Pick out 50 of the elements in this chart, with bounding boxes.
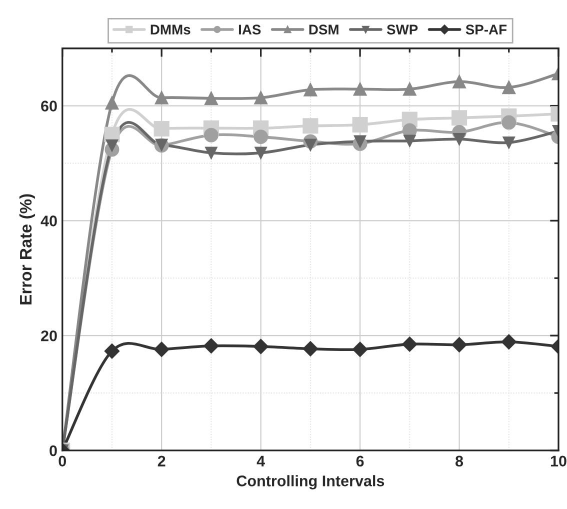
point: [352, 342, 368, 357]
point: [501, 334, 516, 350]
point: [205, 146, 218, 160]
point: [154, 342, 170, 357]
point: [204, 338, 219, 354]
point: [402, 82, 416, 96]
point: [502, 80, 516, 94]
legend-label: IAS: [238, 24, 261, 34]
legend-label: SWP: [386, 24, 418, 34]
point: [402, 336, 418, 352]
x-tick-label: 10: [550, 456, 566, 467]
point: [302, 341, 318, 356]
x-tick-label: 6: [356, 456, 364, 467]
point: [254, 91, 268, 104]
point: [502, 136, 515, 149]
point: [453, 133, 466, 146]
point: [104, 344, 120, 359]
point: [353, 82, 367, 96]
point: [105, 96, 119, 110]
point: [304, 83, 318, 96]
point: [502, 115, 516, 130]
x-axis-title: Controlling Intervals: [236, 475, 384, 490]
x-tick-label: 0: [58, 456, 66, 467]
point: [253, 338, 268, 354]
x-tick-label: 2: [158, 456, 166, 466]
y-axis-title: Error Rate (%): [19, 194, 35, 304]
x-tick-label: 8: [456, 456, 464, 467]
y-tick-label: 40: [40, 216, 57, 226]
y-tick-label: 20: [41, 330, 57, 342]
point: [304, 138, 317, 151]
point: [404, 134, 416, 147]
point: [154, 91, 168, 104]
point: [204, 128, 218, 142]
point: [106, 139, 118, 152]
point: [154, 121, 170, 137]
point: [451, 110, 468, 126]
y-tick-label: 60: [41, 100, 57, 112]
point: [452, 337, 467, 352]
legend-label: SP-AF: [466, 24, 507, 34]
x-tick-label: 4: [256, 456, 265, 466]
point: [204, 92, 218, 105]
point: [302, 118, 318, 134]
y-tick-label: 0: [50, 445, 57, 456]
point: [254, 130, 268, 144]
point: [352, 116, 368, 133]
legend-label: DSM: [309, 24, 338, 34]
point: [452, 75, 466, 88]
point: [254, 146, 267, 160]
point: [354, 135, 366, 148]
legend-label: DMMs: [150, 24, 190, 34]
